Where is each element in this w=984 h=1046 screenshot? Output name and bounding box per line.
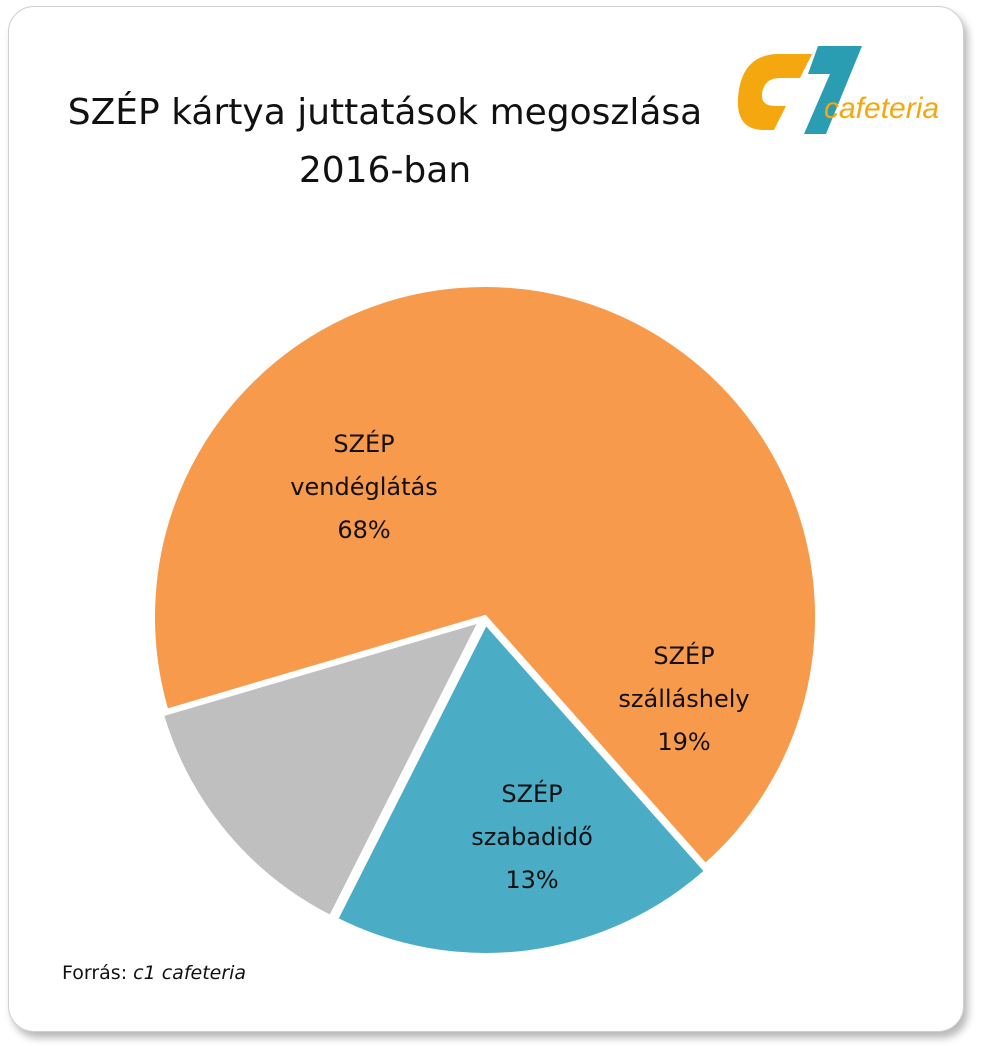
slice-szallashely-label-line: szálláshely — [618, 685, 749, 713]
logo-text: cafeteria — [824, 92, 939, 125]
chart-title: SZÉP kártya juttatások megoszlása 2016-b… — [40, 84, 730, 200]
slice-szallashely-label-line: 19% — [657, 728, 710, 756]
logo-c-shape — [737, 54, 812, 130]
source-label: Forrás: — [62, 962, 128, 984]
source-note: Forrás: c1 cafeteria — [62, 962, 246, 984]
c1-cafeteria-logo: cafeteria — [737, 46, 939, 134]
slice-vendeglatas-label-line: vendéglátás — [290, 473, 437, 501]
slice-vendeglatas-label: SZÉP vendéglátás 68% — [290, 429, 437, 544]
source-value: c1 cafeteria — [133, 962, 247, 984]
slice-szabadido-label-line: SZÉP — [501, 779, 562, 808]
slice-szallashely-label-line: SZÉP — [653, 641, 714, 670]
slice-szallashely-label: SZÉP szálláshely 19% — [618, 641, 749, 756]
slice-vendeglatas-label-line: 68% — [337, 516, 390, 544]
chart-title-line-1: SZÉP kártya juttatások megoszlása — [67, 92, 703, 133]
slice-szallashely — [334, 620, 709, 957]
slice-vendeglatas — [151, 283, 819, 868]
slice-vendeglatas-label-line: SZÉP — [333, 429, 394, 458]
logo-one-shape — [804, 46, 862, 134]
slice-szabadido-label-line: 13% — [505, 866, 558, 894]
chart-title-line-2: 2016-ban — [298, 150, 472, 191]
slice-szabadido — [159, 618, 483, 920]
slice-szabadido-label: SZÉP szabadidő 13% — [471, 779, 593, 894]
slice-szabadido-label-line: szabadidő — [471, 823, 593, 851]
